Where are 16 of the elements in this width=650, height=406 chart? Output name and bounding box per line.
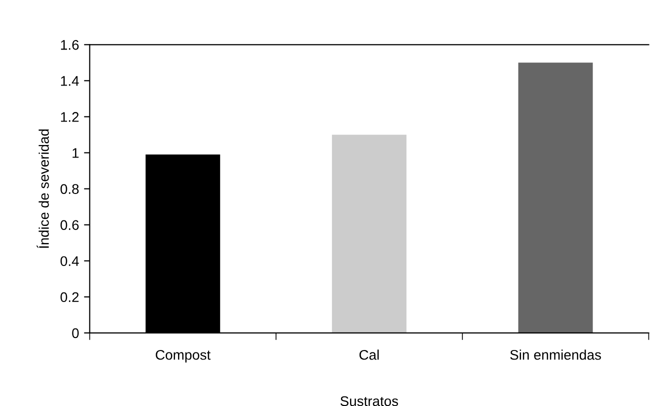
y-tick-label: 0.2 (60, 292, 79, 302)
bar (518, 62, 593, 333)
y-tick-label: 1.4 (61, 76, 79, 86)
y-tick-label: 0 (72, 328, 79, 338)
y-tick-label: 0.6 (60, 220, 79, 230)
y-tick-label: 1 (72, 148, 79, 158)
x-tick-label: Cal (359, 350, 379, 360)
x-axis-title: Sustratos (340, 396, 398, 406)
x-tick-label: Compost (156, 350, 211, 363)
x-tick-label: Sin enmiendas (510, 350, 601, 360)
y-tick-label: 0.8 (60, 184, 79, 194)
y-axis-title: Índice de severidad (36, 129, 49, 248)
y-tick-label: 0.4 (60, 256, 79, 266)
y-tick-label: 1.6 (61, 40, 79, 50)
bar (332, 134, 406, 333)
y-tick-label: 1.2 (61, 112, 79, 122)
